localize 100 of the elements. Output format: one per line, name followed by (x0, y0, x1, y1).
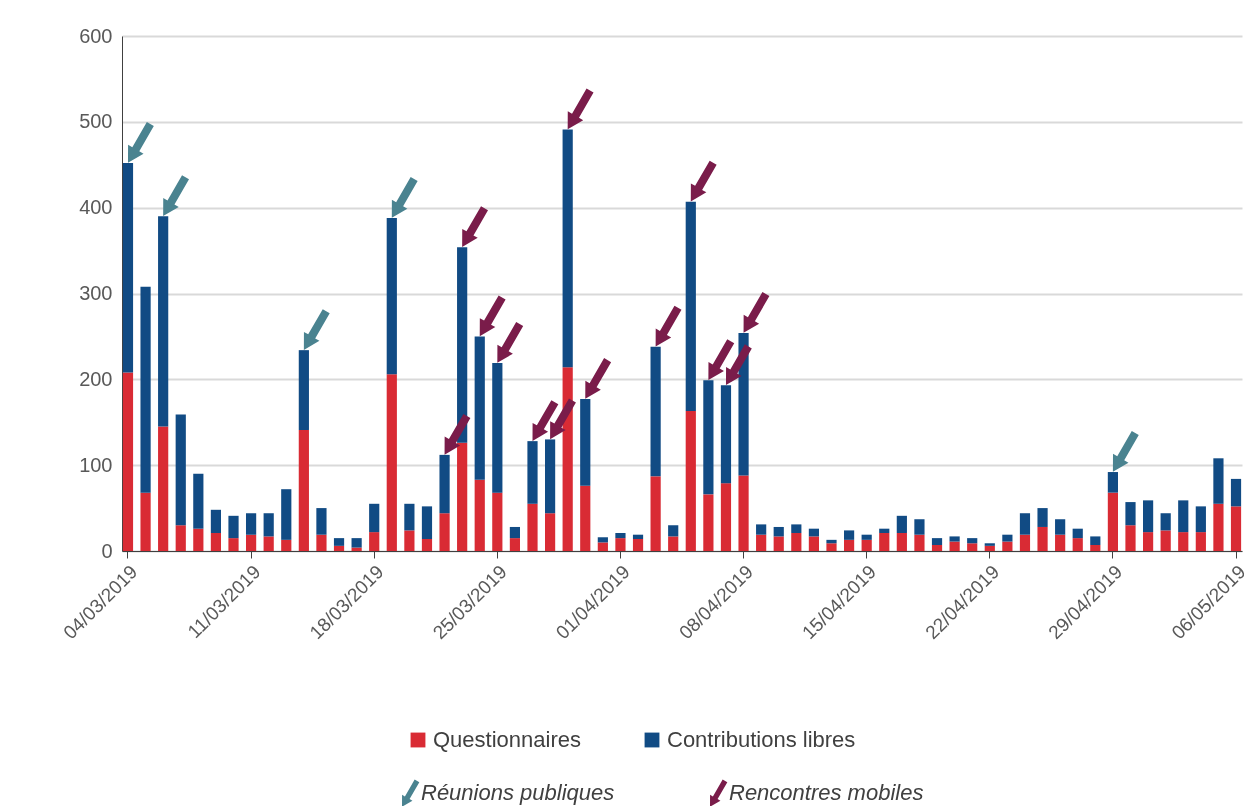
bar (1002, 541, 1013, 551)
bar (1125, 525, 1136, 551)
bar (386, 374, 397, 551)
bar (1195, 506, 1206, 533)
bar (333, 545, 345, 551)
bar (210, 532, 222, 551)
bar (509, 538, 521, 551)
y-tick-label: 200 (79, 367, 113, 390)
bar (984, 545, 995, 551)
bar (791, 532, 802, 551)
bar (650, 346, 661, 477)
y-tick-label: 0 (101, 539, 113, 562)
bar (492, 492, 503, 551)
bar (1230, 478, 1242, 507)
bar (193, 473, 204, 529)
bar (316, 508, 327, 535)
legend-label: Réunions publiques (421, 780, 615, 806)
bar (738, 475, 749, 551)
bar (298, 429, 309, 551)
bar (1055, 519, 1066, 535)
bar (404, 503, 415, 531)
bar (1178, 500, 1189, 533)
bar (1230, 506, 1242, 551)
bar (351, 538, 362, 548)
bar (843, 539, 855, 551)
bar (1107, 492, 1119, 551)
bar (562, 367, 573, 551)
legend-label: Contributions libres (667, 727, 856, 752)
bar (1072, 538, 1083, 551)
bar (861, 534, 872, 540)
bar (210, 509, 222, 533)
bar (263, 513, 274, 537)
bar (281, 539, 292, 551)
bar (333, 538, 345, 546)
bar (949, 536, 960, 542)
y-tick-label: 300 (79, 282, 113, 304)
bar (650, 476, 661, 551)
bar (474, 479, 485, 551)
bar (879, 528, 890, 533)
bar (615, 532, 626, 539)
bar (386, 217, 397, 375)
bar (1195, 532, 1206, 551)
bar (245, 534, 257, 551)
legend-label: Rencontres mobiles (729, 780, 924, 806)
bar (685, 411, 696, 551)
bar (421, 506, 433, 539)
bar (245, 513, 257, 535)
bar (439, 513, 450, 551)
bar (369, 532, 380, 551)
bar (1055, 534, 1066, 551)
bar (1019, 513, 1031, 535)
bar (1142, 500, 1154, 533)
bar (720, 385, 732, 484)
bar (668, 536, 679, 551)
bar (949, 541, 960, 551)
bar (826, 543, 837, 551)
bar (527, 441, 538, 504)
y-tick-label: 100 (79, 453, 113, 476)
bar (1107, 472, 1119, 493)
bar (984, 543, 995, 546)
bar (1178, 532, 1189, 551)
bar (703, 494, 714, 551)
bar (967, 543, 978, 551)
bar (580, 399, 591, 486)
bar (668, 525, 679, 537)
bar (1037, 526, 1048, 551)
bar (1090, 544, 1101, 551)
bar (421, 538, 433, 551)
bar (527, 503, 538, 551)
bar (896, 532, 907, 551)
bar (843, 530, 855, 540)
bar (826, 539, 837, 544)
bar (703, 380, 714, 495)
bar (597, 537, 608, 543)
bar (193, 528, 204, 551)
bar (492, 363, 503, 493)
bar (720, 483, 732, 551)
y-tick-label: 600 (79, 24, 113, 47)
bar (808, 536, 820, 551)
bar (1019, 534, 1031, 551)
y-tick-label: 500 (79, 110, 113, 133)
bar (931, 544, 943, 551)
bar (140, 492, 151, 551)
bar (1213, 458, 1224, 504)
bar (1160, 530, 1171, 551)
bar (175, 525, 186, 551)
bar (685, 201, 696, 412)
bar (879, 532, 890, 551)
bar (615, 538, 626, 551)
bar (773, 526, 784, 537)
bar (562, 129, 573, 368)
bar (457, 442, 468, 551)
bar (967, 538, 978, 544)
bar (597, 542, 608, 551)
bar (228, 538, 239, 551)
bar (632, 538, 644, 551)
bar (1002, 534, 1013, 542)
bar (756, 524, 767, 535)
bar (1072, 528, 1083, 539)
bar (122, 372, 134, 551)
